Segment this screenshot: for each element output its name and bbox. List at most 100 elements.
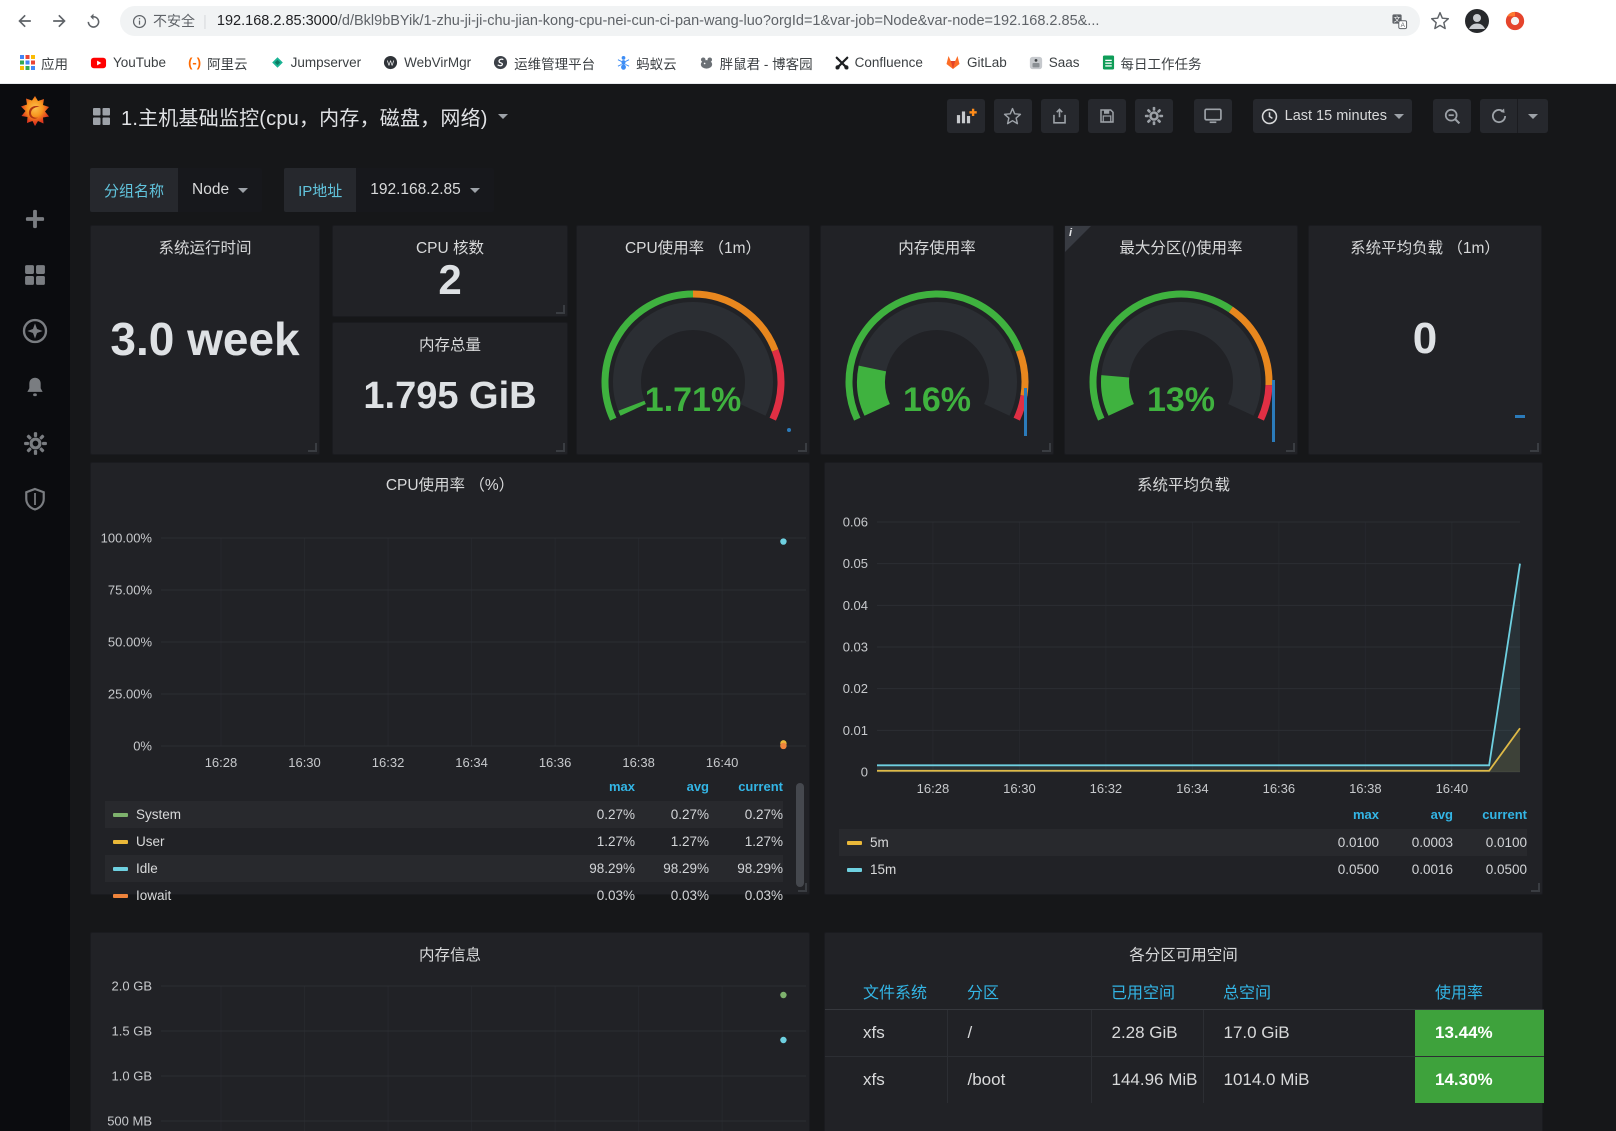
sidebar-configuration-button[interactable] [12, 426, 58, 460]
sidebar-server-admin-button[interactable] [12, 482, 58, 516]
save-dashboard-button[interactable] [1087, 99, 1126, 133]
sidebar-alerting-button[interactable] [12, 370, 58, 404]
cell-fs: xfs [825, 1008, 947, 1056]
sidebar-icons [0, 202, 70, 516]
bookmarks-bar: 应用 YouTube (-) 阿里云 Jumpserver W WebVirMg… [0, 42, 1616, 84]
panel-resize-handle[interactable] [798, 883, 807, 892]
legend-scrollbar[interactable] [796, 783, 804, 887]
cycle-view-mode-button[interactable] [1193, 99, 1232, 133]
panel-title[interactable]: 内存使用率 [898, 240, 976, 257]
legend-col-avg[interactable]: avg [686, 779, 709, 794]
share-dashboard-button[interactable] [1040, 99, 1079, 133]
svg-text:16:36: 16:36 [1263, 781, 1296, 796]
panel-title[interactable]: 系统平均负载 [1136, 477, 1230, 494]
dashboard-settings-button[interactable] [1134, 99, 1173, 133]
panel-title[interactable]: 系统平均负载 （1m） [1350, 240, 1500, 257]
bookmark-confluence[interactable]: Confluence [827, 51, 931, 74]
panel-resize-handle[interactable] [556, 443, 565, 452]
panel-resize-handle[interactable] [556, 305, 565, 314]
legend-value: 98.29% [635, 855, 709, 882]
sidebar-explore-button[interactable] [12, 314, 58, 348]
add-panel-button[interactable] [946, 99, 985, 133]
panel-title[interactable]: 系统运行时间 [158, 240, 252, 257]
bookmark-ops-platform[interactable]: 运维管理平台 [485, 49, 603, 77]
panel-resize-handle[interactable] [1042, 443, 1051, 452]
legend-item-system[interactable]: System [105, 801, 561, 828]
panel-title[interactable]: CPU使用率 （1m） [624, 240, 762, 257]
panel-resize-handle[interactable] [1286, 443, 1295, 452]
bookmark-gitlab[interactable]: GitLab [937, 51, 1015, 74]
legend-item-5m[interactable]: 5m [839, 829, 1305, 856]
variable-node[interactable]: IP地址 192.168.2.85 [284, 168, 494, 212]
mem-usage-gauge [845, 290, 1029, 421]
panel-resize-handle[interactable] [798, 443, 807, 452]
col-used[interactable]: 已用空间 [1091, 973, 1203, 1010]
variable-node-value[interactable]: 192.168.2.85 [356, 168, 494, 212]
browser-reload-button[interactable] [76, 4, 110, 38]
bookmark-daily-tasks[interactable]: 每日工作任务 [1094, 49, 1210, 77]
legend-value: 98.29% [561, 855, 635, 882]
uptime-value: 3.0 week [110, 313, 300, 365]
dashboard-grid-icon [93, 107, 110, 125]
bookmark-saas[interactable]: Saas [1021, 51, 1088, 74]
bookmark-star-icon[interactable] [1430, 11, 1450, 31]
panel-resize-handle[interactable] [308, 443, 317, 452]
series-swatch [847, 840, 862, 845]
mark-favorite-button[interactable] [993, 99, 1032, 133]
browser-back-button[interactable] [8, 4, 42, 38]
grafana-logo[interactable] [15, 94, 55, 134]
legend-item-15m[interactable]: 15m [839, 856, 1305, 883]
site-info-icon[interactable] [132, 14, 147, 29]
legend-col-max[interactable]: max [608, 779, 635, 794]
legend-col-current[interactable]: current [738, 779, 783, 794]
panel-resize-handle[interactable] [1531, 883, 1540, 892]
omnibox[interactable]: 不安全 | 192.168.2.85:3000/d/Bkl9bBYik/1-zh… [120, 6, 1420, 36]
dashboard-title-dropdown[interactable]: 1.主机基础监控(cpu，内存，磁盘，网络) [92, 102, 508, 131]
cell-fs: xfs [825, 1055, 947, 1103]
refresh-dashboard-button[interactable] [1480, 99, 1518, 133]
bookmark-jumpserver[interactable]: Jumpserver [262, 51, 370, 74]
time-range-picker[interactable]: Last 15 minutes [1252, 99, 1412, 133]
legend-item-iowait[interactable]: Iowait [105, 882, 561, 909]
browser-profile-avatar[interactable] [1464, 8, 1490, 34]
extension-icon[interactable] [1504, 10, 1526, 32]
col-filesystem[interactable]: 文件系统 [825, 973, 947, 1010]
variable-job[interactable]: 分组名称 Node [90, 168, 263, 212]
col-total[interactable]: 总空间 [1203, 973, 1415, 1010]
panel-title[interactable]: 各分区可用空间 [1129, 947, 1238, 964]
cpu-usage-chart[interactable]: 16:28 16:30 16:32 16:34 16:36 16:38 16:40 100.0… [91, 463, 811, 773]
sidebar-create-button[interactable] [12, 202, 58, 236]
legend-item-idle[interactable]: Idle [105, 855, 561, 882]
svg-text:2.0 GB: 2.0 GB [112, 979, 152, 994]
legend-col-current[interactable]: current [1482, 807, 1527, 822]
svg-text:16:34: 16:34 [455, 755, 488, 770]
zoom-out-time-button[interactable] [1433, 99, 1471, 133]
legend-col-avg[interactable]: avg [1430, 807, 1453, 822]
panel-title[interactable]: CPU 核数 [415, 240, 485, 257]
bookmark-aliyun[interactable]: (-) 阿里云 [188, 55, 248, 72]
col-usage[interactable]: 使用率 [1415, 973, 1544, 1010]
series-swatch [113, 812, 128, 817]
translate-icon[interactable]: 文A [1391, 13, 1408, 30]
sidebar-dashboards-button[interactable] [12, 258, 58, 292]
memory-info-chart[interactable]: 2.0 GB 1.5 GB 1.0 GB 500 MB [91, 933, 811, 1131]
svg-text:16:30: 16:30 [288, 755, 321, 770]
bookmark-apps[interactable]: 应用 [12, 49, 76, 77]
panel-resize-handle[interactable] [1530, 443, 1539, 452]
load-average-chart[interactable]: 16:28 16:30 16:32 16:34 16:36 16:38 16:40 0.06 0… [825, 463, 1544, 803]
panel-title[interactable]: 最大分区(/)使用率 [1119, 240, 1243, 257]
bookmark-webvirmgr[interactable]: W WebVirMgr [375, 51, 479, 74]
bookmark-youtube[interactable]: YouTube [82, 51, 174, 75]
panel-title[interactable]: 内存信息 [418, 947, 481, 964]
variable-job-value[interactable]: Node [178, 168, 263, 212]
panel-title[interactable]: CPU使用率 （%） [385, 477, 515, 494]
col-mount[interactable]: 分区 [947, 973, 1091, 1010]
panel-title[interactable]: 内存总量 [418, 337, 481, 354]
bookmark-mayiyun[interactable]: 蚂蚁云 [609, 49, 685, 77]
browser-forward-button[interactable] [42, 4, 76, 38]
legend-col-max[interactable]: max [1352, 807, 1379, 822]
legend-item-user[interactable]: User [105, 828, 561, 855]
refresh-interval-dropdown[interactable] [1518, 99, 1548, 133]
panel-memory-chart: 内存信息 2.0 GB 1.5 GB 1.0 GB 500 MB [90, 932, 810, 1131]
bookmark-blog[interactable]: 胖鼠君 - 博客园 [691, 49, 821, 77]
